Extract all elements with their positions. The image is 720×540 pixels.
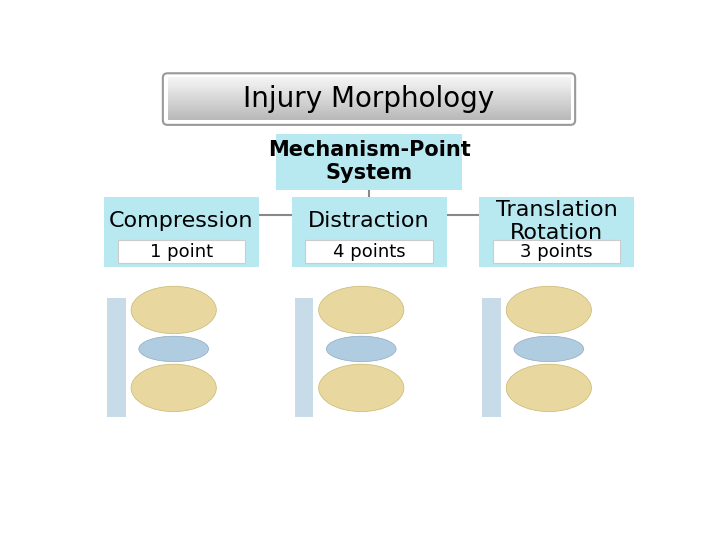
Bar: [168, 106, 570, 107]
FancyBboxPatch shape: [493, 240, 620, 264]
Bar: [168, 98, 570, 100]
FancyBboxPatch shape: [479, 197, 634, 267]
Bar: [168, 104, 570, 105]
Bar: [168, 107, 570, 109]
Bar: [168, 117, 570, 119]
Bar: [168, 94, 570, 96]
Bar: [168, 91, 570, 93]
Bar: [168, 114, 570, 116]
Ellipse shape: [319, 286, 404, 334]
Bar: [168, 113, 570, 115]
Bar: [168, 112, 570, 114]
FancyBboxPatch shape: [118, 240, 245, 264]
Bar: [168, 109, 570, 111]
FancyBboxPatch shape: [276, 134, 462, 190]
FancyBboxPatch shape: [104, 197, 259, 267]
Bar: [168, 102, 570, 103]
Ellipse shape: [506, 364, 591, 411]
Bar: [168, 83, 570, 84]
Bar: [168, 105, 570, 106]
Bar: [168, 77, 570, 79]
Bar: [107, 298, 126, 417]
Bar: [294, 298, 313, 417]
Bar: [168, 80, 570, 82]
Bar: [168, 87, 570, 90]
Bar: [168, 78, 570, 80]
Bar: [168, 97, 570, 99]
Bar: [168, 93, 570, 95]
Bar: [168, 115, 570, 117]
Ellipse shape: [131, 286, 216, 334]
Bar: [168, 118, 570, 120]
Bar: [168, 111, 570, 113]
Ellipse shape: [139, 336, 209, 362]
Bar: [168, 84, 570, 85]
Text: 3 points: 3 points: [521, 243, 593, 261]
Bar: [168, 85, 570, 86]
Text: 4 points: 4 points: [333, 243, 405, 261]
Bar: [168, 85, 570, 87]
Text: 1 point: 1 point: [150, 243, 213, 261]
Bar: [168, 89, 570, 91]
Text: Compression: Compression: [109, 212, 253, 232]
FancyBboxPatch shape: [305, 240, 433, 264]
Ellipse shape: [326, 336, 396, 362]
Bar: [168, 100, 570, 102]
Ellipse shape: [319, 364, 404, 411]
Text: Injury Morphology: Injury Morphology: [243, 85, 495, 113]
Bar: [168, 95, 570, 97]
Bar: [168, 79, 570, 81]
Ellipse shape: [506, 286, 591, 334]
Bar: [168, 99, 570, 101]
Bar: [168, 90, 570, 92]
Bar: [168, 108, 570, 110]
Bar: [168, 103, 570, 104]
Bar: [168, 82, 570, 83]
Bar: [168, 110, 570, 112]
Bar: [168, 86, 570, 89]
Text: Translation
Rotation: Translation Rotation: [495, 200, 618, 243]
Bar: [482, 298, 500, 417]
Bar: [168, 116, 570, 118]
Bar: [168, 92, 570, 94]
Ellipse shape: [514, 336, 584, 362]
FancyBboxPatch shape: [292, 197, 446, 267]
Bar: [168, 96, 570, 98]
Text: Mechanism-Point
System: Mechanism-Point System: [268, 140, 470, 184]
Text: Distraction: Distraction: [308, 212, 430, 232]
Ellipse shape: [131, 364, 216, 411]
